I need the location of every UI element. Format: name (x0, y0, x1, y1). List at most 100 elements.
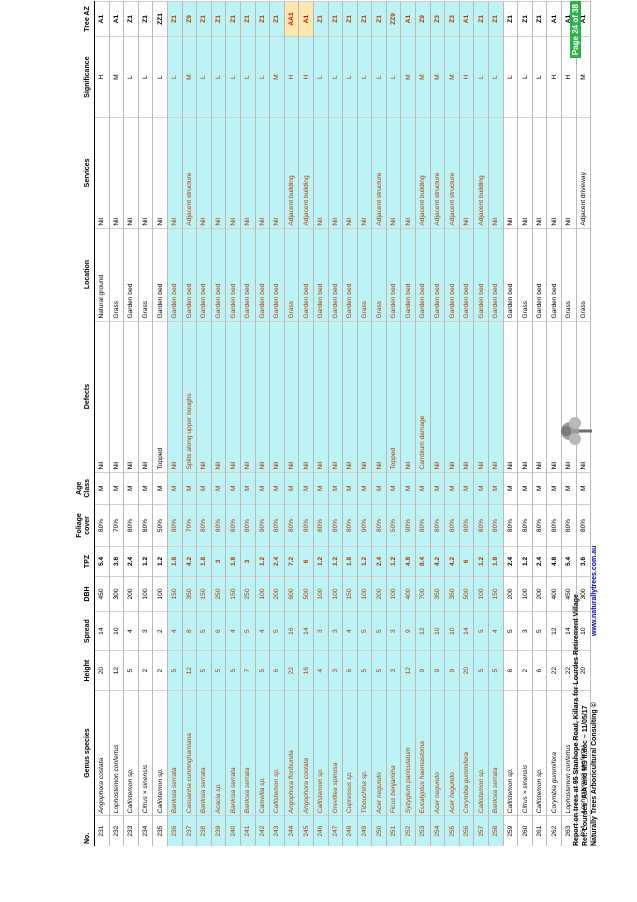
cell-defects: Cambium damage (415, 321, 431, 473)
cell-no: 242 (255, 815, 270, 846)
cell-az: A1 (400, 1, 416, 37)
cell-location: Garden bed (400, 228, 416, 322)
table-row: 236 Banksia serrata 5 4 150 1.8 80% M Nil Garden … (167, 1, 183, 846)
cell-location: Garden bed (152, 228, 168, 322)
cell-tpz: 6 (459, 546, 474, 577)
cell-location: Garden bed (269, 228, 285, 322)
cell-dbh: 100 (152, 576, 168, 612)
cell-tpz: 1.2 (386, 546, 401, 577)
table-row: 255 Acer negundo 9 10 350 4.2 80% M Nil Garden be… (444, 1, 460, 846)
cell-location: Garden bed (313, 228, 328, 322)
cell-foliage: 90% (357, 504, 372, 547)
cell-foliage: 80% (517, 504, 533, 547)
cell-significance: L (123, 36, 139, 118)
cell-tpz: 4.8 (400, 546, 416, 577)
cell-height: 5 (167, 650, 183, 691)
cell-height: 5 (488, 650, 504, 691)
cell-tpz: 4.2 (430, 546, 445, 577)
cell-spread: 10 (444, 611, 460, 651)
cell-tpz: 1.2 (357, 546, 372, 577)
cell-dbh: 400 (546, 576, 562, 612)
tree-table: No. Genus species Height Spread DBH TPZ … (42, 1, 591, 846)
cell-tpz: 1.2 (138, 546, 153, 577)
cell-tpz: 1.8 (225, 546, 241, 577)
cell-foliage: 80% (459, 504, 474, 547)
cell-az: Z9 (182, 1, 197, 37)
cell-age: M (182, 472, 197, 505)
cell-spread: 5 (240, 611, 256, 651)
cell-spread: 5 (269, 611, 285, 651)
cell-foliage: 80% (138, 504, 153, 547)
cell-significance: L (342, 36, 358, 118)
cell-spread: 3 (328, 611, 343, 651)
cell-foliage: 70% (182, 504, 197, 547)
cell-age: M (473, 472, 489, 505)
cell-no: 250 (371, 815, 387, 846)
cell-height: 6 (269, 650, 285, 691)
cell-az: Z1 (225, 1, 241, 37)
cell-services: Nil (386, 117, 401, 229)
cell-age: M (284, 472, 299, 505)
cell-species: Banksia serrata (488, 690, 504, 816)
cell-significance: L (255, 36, 270, 118)
cell-significance: L (152, 36, 168, 118)
cell-location: Garden bed (240, 228, 256, 322)
cell-age: M (211, 472, 226, 505)
cell-services: Nil (357, 117, 372, 229)
cell-significance: L (313, 36, 328, 118)
cell-defects: Nil (211, 321, 226, 473)
cell-age: M (371, 472, 387, 505)
cell-dbh: 350 (182, 576, 197, 612)
cell-species: Banksia serrata (225, 690, 241, 816)
cell-foliage: 80% (240, 504, 256, 547)
cell-species: Cupressus sp. (342, 690, 358, 816)
cell-no: 243 (269, 815, 285, 846)
cell-spread: 4 (123, 611, 139, 651)
cell-species: Acacia sp. (211, 690, 226, 816)
cell-height: 5 (357, 650, 372, 691)
cell-location: Garden bed (444, 228, 460, 322)
cell-az: A1 (459, 1, 474, 37)
cell-foliage: 80% (430, 504, 445, 547)
cell-location: Garden bed (211, 228, 226, 322)
cell-defects: Nil (488, 321, 504, 473)
table-row: 260 Citrus × sinensis 2 3 100 1.2 80% M Nil Grass… (517, 1, 533, 846)
cell-az: ZZ9 (386, 1, 401, 37)
cell-az: Z1 (167, 1, 183, 37)
cell-defects: Nil (503, 321, 518, 473)
cell-spread: 14 (298, 611, 314, 651)
cell-height: 12 (400, 650, 416, 691)
cell-az: Z3 (430, 1, 445, 37)
cell-defects: Nil (94, 321, 110, 473)
cell-spread: 5 (503, 611, 518, 651)
cell-height: 4 (313, 650, 328, 691)
cell-significance: H (546, 36, 562, 118)
rotated-page: No. Genus species Height Spread DBH TPZ … (42, 0, 622, 870)
cell-location: Garden bed (503, 228, 518, 322)
cell-spread: 5 (371, 611, 387, 651)
cell-height: 5 (473, 650, 489, 691)
cell-location: Garden bed (328, 228, 343, 322)
cell-age: M (167, 472, 183, 505)
cell-significance: L (138, 36, 153, 118)
cell-defects: Nil (473, 321, 489, 473)
cell-significance: L (225, 36, 241, 118)
cell-species: Banksia serrata (167, 690, 183, 816)
cell-dbh: 400 (400, 576, 416, 612)
cell-no: 241 (240, 815, 256, 846)
cell-foliage: 80% (225, 504, 241, 547)
cell-az: Z1 (255, 1, 270, 37)
cell-tpz: 5.4 (94, 546, 110, 577)
cell-services: Nil (94, 117, 110, 229)
cell-tpz: 2.4 (269, 546, 285, 577)
cell-defects: Nil (532, 321, 547, 473)
cell-species: Eucalyptus haemastoma (415, 690, 431, 816)
cell-az: Z9 (415, 1, 431, 37)
table-row: 256 Corymbia gummifera 20 14 500 6 80% M Nil Gard… (459, 1, 474, 846)
cell-height: 3 (386, 650, 401, 691)
cell-az: ZZ1 (152, 1, 168, 37)
cell-foliage: 80% (444, 504, 460, 547)
cell-foliage: 80% (94, 504, 110, 547)
cell-foliage: 90% (400, 504, 416, 547)
header-dbh: DBH (42, 576, 95, 612)
